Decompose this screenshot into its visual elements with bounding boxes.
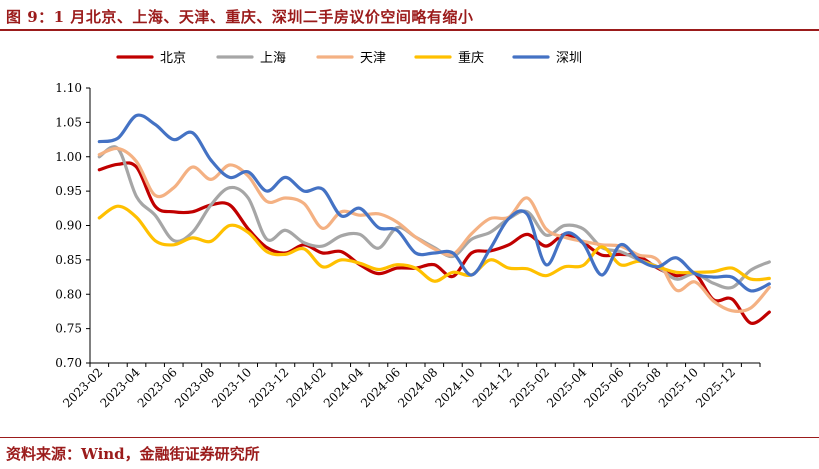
x-tick-label: 2023-12 <box>246 365 291 410</box>
x-tick-label: 2024-12 <box>470 365 515 410</box>
y-tick-label: 1.00 <box>55 150 82 164</box>
x-tick-label: 2023-02 <box>60 365 105 410</box>
series-line-重庆 <box>97 204 771 283</box>
x-tick-label: 2024-08 <box>395 365 440 410</box>
y-tick-label: 1.05 <box>55 115 82 129</box>
figure-title: 图 9：1 月北京、上海、天津、重庆、深圳二手房议价空间略有缩小 <box>6 8 474 26</box>
y-tick-label: 0.90 <box>55 219 82 233</box>
series-line-北京 <box>97 161 771 325</box>
legend-label-天津: 天津 <box>360 51 386 66</box>
y-tick-label: 1.10 <box>55 81 82 95</box>
legend-label-重庆: 重庆 <box>458 50 484 66</box>
chart-series <box>97 113 771 325</box>
series-line-深圳 <box>97 113 771 293</box>
x-tick-label: 2025-12 <box>693 365 738 410</box>
y-tick-label: 0.95 <box>55 184 82 198</box>
x-tick-label: 2024-02 <box>284 365 329 410</box>
x-tick-label: 2025-06 <box>581 365 626 410</box>
legend-label-上海: 上海 <box>260 51 286 66</box>
x-tick-label: 2024-04 <box>321 365 366 410</box>
series-line-天津 <box>97 146 771 314</box>
series-line-上海 <box>97 145 771 290</box>
x-tick-label: 2023-04 <box>97 365 142 410</box>
x-tick-label: 2025-10 <box>656 365 701 410</box>
source-note: 资料来源：Wind，金融街证券研究所 <box>6 445 260 463</box>
x-tick-label: 2025-02 <box>507 365 552 410</box>
x-tick-label: 2024-06 <box>358 365 403 410</box>
source-divider <box>0 437 819 438</box>
chart-legend: 北京 上海 天津 重庆 深圳 <box>116 50 582 66</box>
x-tick-label: 2023-08 <box>172 365 217 410</box>
x-tick-label: 2025-08 <box>619 365 664 410</box>
title-divider <box>0 29 819 31</box>
x-tick-label: 2023-10 <box>209 365 254 410</box>
y-tick-label: 0.75 <box>55 322 82 336</box>
legend-label-北京: 北京 <box>160 51 186 66</box>
x-tick-label: 2024-10 <box>432 365 477 410</box>
x-tick-label: 2023-06 <box>135 365 180 410</box>
y-tick-label: 0.70 <box>55 356 82 370</box>
y-tick-label: 0.85 <box>55 253 82 267</box>
x-tick-label: 2025-04 <box>544 365 589 410</box>
y-tick-label: 0.80 <box>55 287 82 301</box>
legend-label-深圳: 深圳 <box>556 51 582 66</box>
